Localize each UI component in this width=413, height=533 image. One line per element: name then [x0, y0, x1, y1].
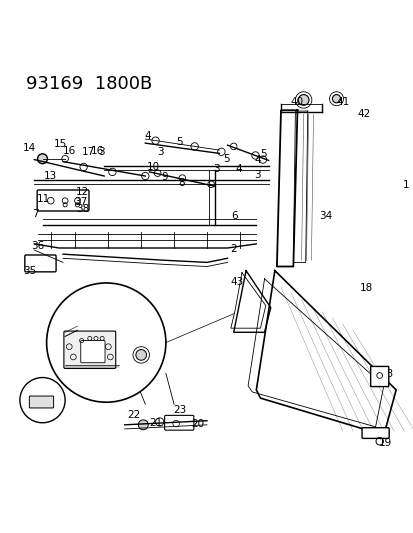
Polygon shape: [233, 271, 270, 332]
Text: 33: 33: [380, 369, 393, 379]
FancyBboxPatch shape: [164, 415, 193, 430]
Text: 22: 22: [127, 410, 140, 421]
Text: 30: 30: [90, 325, 104, 334]
Text: 24: 24: [102, 362, 116, 372]
Text: 36: 36: [31, 241, 44, 251]
Text: 8: 8: [177, 179, 184, 189]
Text: 20: 20: [190, 418, 204, 429]
Text: 21: 21: [149, 418, 162, 428]
Text: 43: 43: [230, 277, 243, 287]
FancyBboxPatch shape: [37, 190, 89, 211]
Text: 18: 18: [359, 283, 372, 293]
Circle shape: [47, 283, 166, 402]
Text: 1: 1: [402, 180, 409, 190]
Text: 34: 34: [318, 211, 331, 221]
Circle shape: [135, 350, 146, 360]
Circle shape: [20, 377, 65, 423]
FancyBboxPatch shape: [361, 427, 388, 438]
Polygon shape: [256, 271, 395, 435]
Circle shape: [298, 95, 308, 106]
Text: 24: 24: [66, 351, 79, 361]
Text: 26: 26: [85, 335, 98, 345]
Text: 3: 3: [254, 170, 260, 180]
Text: 39: 39: [29, 394, 42, 404]
Text: 35: 35: [23, 265, 36, 276]
Text: 10: 10: [147, 162, 160, 172]
FancyBboxPatch shape: [81, 341, 105, 363]
Circle shape: [332, 95, 340, 103]
Text: 38: 38: [76, 204, 89, 214]
Text: 5: 5: [175, 137, 182, 147]
Text: 3: 3: [213, 164, 219, 174]
Text: 16: 16: [62, 146, 76, 156]
Text: 40: 40: [290, 97, 303, 107]
Text: 37: 37: [74, 197, 87, 206]
Text: 2: 2: [230, 244, 237, 254]
Text: 27: 27: [57, 330, 71, 340]
Text: 14: 14: [23, 143, 36, 153]
Text: 23: 23: [172, 406, 185, 415]
FancyBboxPatch shape: [64, 331, 115, 368]
Text: 4: 4: [254, 156, 260, 165]
Text: 5: 5: [260, 149, 266, 159]
Text: 15: 15: [53, 139, 66, 149]
Text: 42: 42: [356, 109, 370, 119]
Text: 11: 11: [37, 195, 50, 205]
Text: 28: 28: [51, 324, 64, 334]
Text: 5: 5: [223, 154, 230, 164]
Text: 93169  1800B: 93169 1800B: [26, 75, 152, 93]
Text: 6: 6: [230, 211, 237, 221]
Text: 3: 3: [98, 147, 104, 157]
FancyBboxPatch shape: [370, 366, 388, 386]
Text: 12: 12: [76, 188, 89, 198]
Text: 13: 13: [44, 171, 57, 181]
FancyBboxPatch shape: [25, 255, 56, 272]
Text: 7: 7: [32, 209, 39, 219]
Text: 9: 9: [161, 172, 168, 182]
Text: 41: 41: [336, 97, 349, 107]
Text: 3: 3: [157, 147, 164, 157]
Text: 29: 29: [82, 323, 95, 333]
Text: 16: 16: [90, 146, 104, 156]
FancyBboxPatch shape: [29, 396, 54, 408]
Circle shape: [138, 420, 148, 430]
Text: 19: 19: [377, 438, 391, 448]
Circle shape: [38, 154, 47, 164]
Text: 32: 32: [108, 330, 121, 340]
Text: 33: 33: [143, 349, 157, 359]
Text: 4: 4: [145, 131, 151, 141]
Text: 31: 31: [112, 323, 126, 333]
Text: 25: 25: [112, 353, 126, 363]
Text: 17: 17: [82, 147, 95, 157]
Text: 4: 4: [235, 164, 242, 174]
